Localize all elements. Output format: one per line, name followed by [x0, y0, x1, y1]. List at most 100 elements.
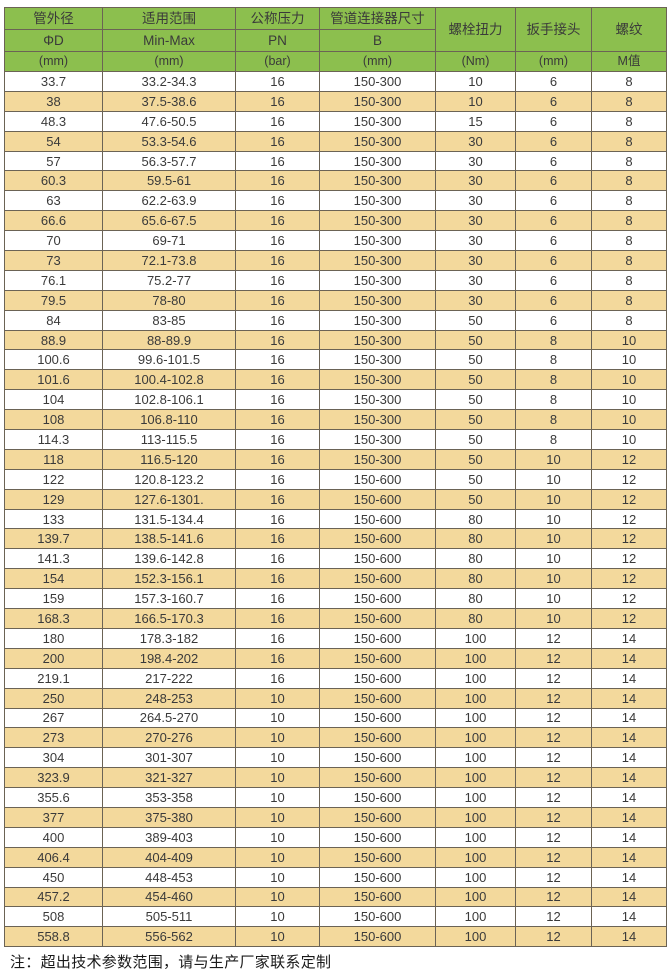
cell-r4-c6: 8 — [591, 150, 667, 172]
cell-r31-c4: 100 — [435, 687, 516, 709]
cell-r29-c6: 14 — [591, 647, 667, 669]
table-row: 154 152.3-156.1 16 150-600 80 10 12 — [4, 568, 667, 590]
cell-r32-c4: 100 — [435, 707, 516, 729]
col-unit-5: (mm) — [515, 51, 592, 72]
cell-r20-c3: 150-600 — [319, 468, 436, 490]
spec-sheet-page: 管外径 适用范围 公称压力 管道连接器尺寸 螺栓扭力 扳手接头 螺纹 ΦD Mi… — [4, 7, 667, 971]
cell-r18-c4: 50 — [435, 429, 516, 450]
cell-r9-c6: 8 — [591, 250, 667, 271]
table-row: 219.1 217-222 16 150-600 100 12 14 — [4, 667, 667, 689]
pipe-specification-table: 管外径 适用范围 公称压力 管道连接器尺寸 螺栓扭力 扳手接头 螺纹 ΦD Mi… — [4, 7, 667, 948]
cell-r40-c1: 448-453 — [102, 866, 236, 888]
table-row: 38 37.5-38.6 16 150-300 10 6 8 — [4, 90, 667, 112]
cell-r28-c6: 14 — [591, 627, 667, 649]
cell-r7-c3: 150-300 — [319, 210, 436, 232]
cell-r39-c0: 406.4 — [4, 846, 103, 868]
cell-r36-c0: 355.6 — [4, 787, 103, 808]
cell-r11-c4: 30 — [435, 289, 516, 311]
cell-r7-c1: 65.6-67.5 — [102, 210, 236, 232]
cell-r10-c6: 8 — [591, 269, 667, 291]
table-row: 406.4 404-409 10 150-600 100 12 14 — [4, 846, 667, 868]
cell-r37-c1: 375-380 — [102, 806, 236, 828]
cell-r15-c5: 8 — [515, 369, 592, 391]
cell-r35-c6: 14 — [591, 767, 667, 789]
table-row: 558.8 556-562 10 150-600 100 12 14 — [4, 926, 667, 948]
cell-r40-c2: 10 — [235, 866, 320, 888]
cell-r11-c3: 150-300 — [319, 289, 436, 311]
col-unit-2: (bar) — [235, 51, 320, 72]
cell-r21-c6: 12 — [591, 488, 667, 510]
cell-r42-c5: 12 — [515, 906, 592, 928]
cell-r2-c1: 47.6-50.5 — [102, 110, 236, 132]
cell-r42-c3: 150-600 — [319, 906, 436, 928]
cell-r43-c3: 150-600 — [319, 926, 436, 948]
cell-r20-c4: 50 — [435, 468, 516, 490]
col-unit-4: (Nm) — [435, 51, 516, 72]
cell-r6-c4: 30 — [435, 190, 516, 212]
col-unit-6: M值 — [591, 51, 667, 72]
cell-r33-c6: 14 — [591, 727, 667, 749]
cell-r12-c2: 16 — [235, 309, 320, 331]
cell-r25-c4: 80 — [435, 568, 516, 590]
cell-r11-c1: 78-80 — [102, 289, 236, 311]
cell-r0-c2: 16 — [235, 71, 320, 92]
cell-r34-c0: 304 — [4, 747, 103, 769]
table-row: 168.3 166.5-170.3 16 150-600 80 10 12 — [4, 608, 667, 629]
cell-r40-c5: 12 — [515, 866, 592, 888]
cell-r33-c0: 273 — [4, 727, 103, 749]
cell-r1-c2: 16 — [235, 90, 320, 112]
cell-r2-c6: 8 — [591, 110, 667, 132]
cell-r9-c2: 16 — [235, 250, 320, 271]
cell-r5-c1: 59.5-61 — [102, 170, 236, 192]
cell-r27-c1: 166.5-170.3 — [102, 608, 236, 629]
cell-r23-c2: 16 — [235, 528, 320, 550]
col-header-bolt-torque: 螺栓扭力 — [435, 7, 516, 52]
cell-r24-c2: 16 — [235, 548, 320, 570]
cell-r13-c0: 88.9 — [4, 329, 103, 351]
cell-r18-c1: 113-115.5 — [102, 429, 236, 450]
cell-r1-c0: 38 — [4, 90, 103, 112]
cell-r38-c4: 100 — [435, 826, 516, 848]
cell-r41-c0: 457.2 — [4, 886, 103, 908]
cell-r9-c1: 72.1-73.8 — [102, 250, 236, 271]
cell-r0-c0: 33.7 — [4, 71, 103, 92]
cell-r8-c5: 6 — [515, 230, 592, 252]
table-row: 76.1 75.2-77 16 150-300 30 6 8 — [4, 269, 667, 291]
cell-r4-c3: 150-300 — [319, 150, 436, 172]
table-row: 48.3 47.6-50.5 16 150-300 15 6 8 — [4, 110, 667, 132]
cell-r42-c6: 14 — [591, 906, 667, 928]
cell-r8-c2: 16 — [235, 230, 320, 252]
cell-r29-c0: 200 — [4, 647, 103, 669]
cell-r15-c4: 50 — [435, 369, 516, 391]
cell-r28-c3: 150-600 — [319, 627, 436, 649]
cell-r23-c1: 138.5-141.6 — [102, 528, 236, 550]
cell-r1-c5: 6 — [515, 90, 592, 112]
cell-r7-c2: 16 — [235, 210, 320, 232]
cell-r32-c5: 12 — [515, 707, 592, 729]
header-row-units: (mm) (mm) (bar) (mm) (Nm) (mm) M值 — [4, 51, 667, 72]
cell-r13-c4: 50 — [435, 329, 516, 351]
cell-r28-c0: 180 — [4, 627, 103, 649]
cell-r12-c5: 6 — [515, 309, 592, 331]
col-unit-3: (mm) — [319, 51, 436, 72]
table-row: 304 301-307 10 150-600 100 12 14 — [4, 747, 667, 769]
cell-r16-c5: 8 — [515, 389, 592, 411]
cell-r12-c4: 50 — [435, 309, 516, 331]
cell-r6-c6: 8 — [591, 190, 667, 212]
cell-r7-c6: 8 — [591, 210, 667, 232]
table-row: 100.6 99.6-101.5 16 150-300 50 8 10 — [4, 349, 667, 371]
cell-r17-c0: 108 — [4, 409, 103, 431]
col-header-nominal-pressure: 公称压力 — [235, 7, 320, 30]
cell-r29-c1: 198.4-202 — [102, 647, 236, 669]
cell-r17-c4: 50 — [435, 409, 516, 431]
cell-r33-c5: 12 — [515, 727, 592, 749]
cell-r1-c6: 8 — [591, 90, 667, 112]
table-row: 79.5 78-80 16 150-300 30 6 8 — [4, 289, 667, 311]
cell-r19-c2: 16 — [235, 448, 320, 470]
table-row: 508 505-511 10 150-600 100 12 14 — [4, 906, 667, 928]
table-row: 129 127.6-1301. 16 150-600 50 10 12 — [4, 488, 667, 510]
cell-r28-c1: 178.3-182 — [102, 627, 236, 649]
cell-r1-c3: 150-300 — [319, 90, 436, 112]
cell-r30-c4: 100 — [435, 667, 516, 689]
cell-r13-c3: 150-300 — [319, 329, 436, 351]
